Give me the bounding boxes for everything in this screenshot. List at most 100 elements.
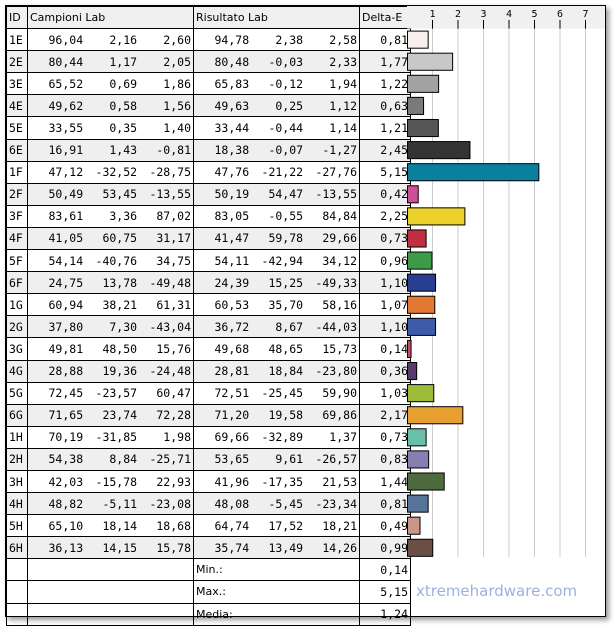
lab-b: 59,90 <box>322 386 357 401</box>
sample-lab: 47,12 -32,52 -28,75 <box>27 160 194 184</box>
lab-b: 22,93 <box>156 474 191 489</box>
lab-a: 8,84 <box>109 452 138 467</box>
lab-l: 28,88 <box>48 364 84 379</box>
sample-lab: 65,52 0,69 1,86 <box>27 72 194 96</box>
lab-l: 37,80 <box>48 319 84 334</box>
lab-a: 53,45 <box>102 187 138 202</box>
lab-l: 41,05 <box>48 231 84 246</box>
lab-l: 47,76 <box>214 165 250 180</box>
result-lab: 50,19 54,47 -13,55 <box>193 182 360 206</box>
lab-b: 1,98 <box>163 430 191 445</box>
delta-e-value: 2,25 <box>359 204 411 228</box>
table-row: 4G 28,88 19,36 -24,48 28,81 18,84 -23,80 0,36 <box>6 359 411 383</box>
lab-a: 17,52 <box>268 518 304 533</box>
lab-l: 60,94 <box>48 297 84 312</box>
lab-a: -15,78 <box>95 474 138 489</box>
result-lab: 60,53 35,70 58,16 <box>193 293 360 317</box>
row-id: 4G <box>6 359 28 383</box>
table-row: 4F 41,05 60,75 31,17 41,47 59,78 29,66 0,73 <box>6 226 411 251</box>
table-row: 3F 83,61 3,36 87,02 83,05 -0,55 84,84 2,25 <box>6 204 411 228</box>
delta-e-value: 0,83 <box>359 447 411 471</box>
delta-e-value: 0,81 <box>359 492 411 516</box>
table-row: 5G 72,45 -23,57 60,47 72,51 -25,45 59,90 1,03 <box>6 381 411 405</box>
result-lab: 41,47 59,78 29,66 <box>193 226 360 251</box>
watermark: xtremehardware.com <box>416 582 578 600</box>
lab-l: 33,44 <box>214 121 250 136</box>
delta-e-value: 0,81 <box>359 28 411 52</box>
row-id: 5F <box>6 249 28 273</box>
lab-b: 14,26 <box>322 540 357 555</box>
row-id: 3F <box>6 204 28 228</box>
lab-l: 50,49 <box>48 187 84 202</box>
delta-e-value: 0,99 <box>359 536 411 560</box>
lab-l: 28,81 <box>214 364 250 379</box>
row-id: 1G <box>6 293 28 317</box>
sample-lab: 16,91 1,43 -0,81 <box>27 138 194 162</box>
lab-l: 72,45 <box>48 386 84 401</box>
lab-a: -31,85 <box>95 430 138 445</box>
delta-e-value: 1,44 <box>359 469 411 494</box>
tick-label: 1 <box>429 9 435 20</box>
summary-row: Media: 1,24 <box>6 602 411 626</box>
lab-l: 54,11 <box>214 253 250 268</box>
lab-a: 7,30 <box>109 319 138 334</box>
lab-l: 24,39 <box>214 275 250 290</box>
sample-lab: 36,13 14,15 15,78 <box>27 536 194 560</box>
lab-l: 49,81 <box>48 341 84 356</box>
lab-a: 19,36 <box>102 364 138 379</box>
row-id: 2G <box>6 315 28 339</box>
lab-l: 83,05 <box>214 209 250 224</box>
sample-lab: 65,10 18,14 18,68 <box>27 514 194 538</box>
lab-l: 16,91 <box>48 143 84 158</box>
lab-b: -24,48 <box>149 364 191 379</box>
table-row: 2G 37,80 7,30 -43,04 36,72 8,67 -44,03 1,10 <box>6 315 411 339</box>
lab-l: 47,12 <box>48 165 84 180</box>
lab-a: 3,36 <box>109 209 138 224</box>
table-row: 1E 96,04 2,16 2,60 94,78 2,38 2,58 0,81 <box>6 28 411 52</box>
tick-label: 4 <box>506 9 512 20</box>
lab-b: -49,33 <box>315 275 357 290</box>
lab-l: 65,52 <box>48 76 84 91</box>
delta-e-value: 2,17 <box>359 403 411 427</box>
delta-e-value: 2,45 <box>359 138 411 162</box>
sample-lab: 49,81 48,50 15,76 <box>27 337 194 361</box>
result-lab: 48,08 -5,45 -23,34 <box>193 492 360 516</box>
sample-lab: 80,44 1,17 2,05 <box>27 50 194 74</box>
table-row: 5E 33,55 0,35 1,40 33,44 -0,44 1,14 1,21 <box>6 116 411 140</box>
lab-a: -5,11 <box>102 496 138 511</box>
lab-a: 9,61 <box>275 452 304 467</box>
sample-lab: 37,80 7,30 -43,04 <box>27 315 194 339</box>
lab-l: 49,68 <box>214 341 250 356</box>
delta-e-value: 0,42 <box>359 182 411 206</box>
lab-l: 35,74 <box>214 540 250 555</box>
lab-a: 1,43 <box>109 143 138 158</box>
bar-2F <box>407 185 419 204</box>
lab-l: 71,20 <box>214 408 250 423</box>
lab-b: 31,17 <box>156 231 191 246</box>
lab-b: -0,81 <box>156 143 191 158</box>
tick-label: 7 <box>582 9 588 20</box>
summary-value: 0,14 <box>359 558 411 582</box>
table-row: 1F 47,12 -32,52 -28,75 47,76 -21,22 -27,76 5,15 <box>6 160 411 184</box>
delta-e-value: 1,22 <box>359 72 411 96</box>
delta-e-value: 1,21 <box>359 116 411 140</box>
sample-lab: 72,45 -23,57 60,47 <box>27 381 194 405</box>
lab-l: 70,19 <box>48 430 84 445</box>
lab-l: 71,65 <box>48 408 84 423</box>
results-table: ID Campioni Lab Risultato Lab Delta-E 1E… <box>6 5 411 626</box>
lab-b: -13,55 <box>149 187 191 202</box>
lab-b: 58,16 <box>322 297 357 312</box>
result-lab: 53,65 9,61 -26,57 <box>193 447 360 471</box>
lab-l: 49,62 <box>48 98 84 113</box>
row-id: 2H <box>6 447 28 471</box>
lab-b: -1,27 <box>322 143 357 158</box>
lab-b: 69,86 <box>322 408 357 423</box>
table-row: 6H 36,13 14,15 15,78 35,74 13,49 14,26 0,99 <box>6 536 411 560</box>
bar-5E <box>407 118 439 138</box>
lab-a: -0,44 <box>268 121 304 136</box>
result-lab: 28,81 18,84 -23,80 <box>193 359 360 383</box>
summary-label: Max.: <box>193 580 360 604</box>
header-samples: Campioni Lab <box>27 5 194 30</box>
result-lab: 49,63 0,25 1,12 <box>193 94 360 118</box>
sample-lab: 96,04 2,16 2,60 <box>27 28 194 52</box>
